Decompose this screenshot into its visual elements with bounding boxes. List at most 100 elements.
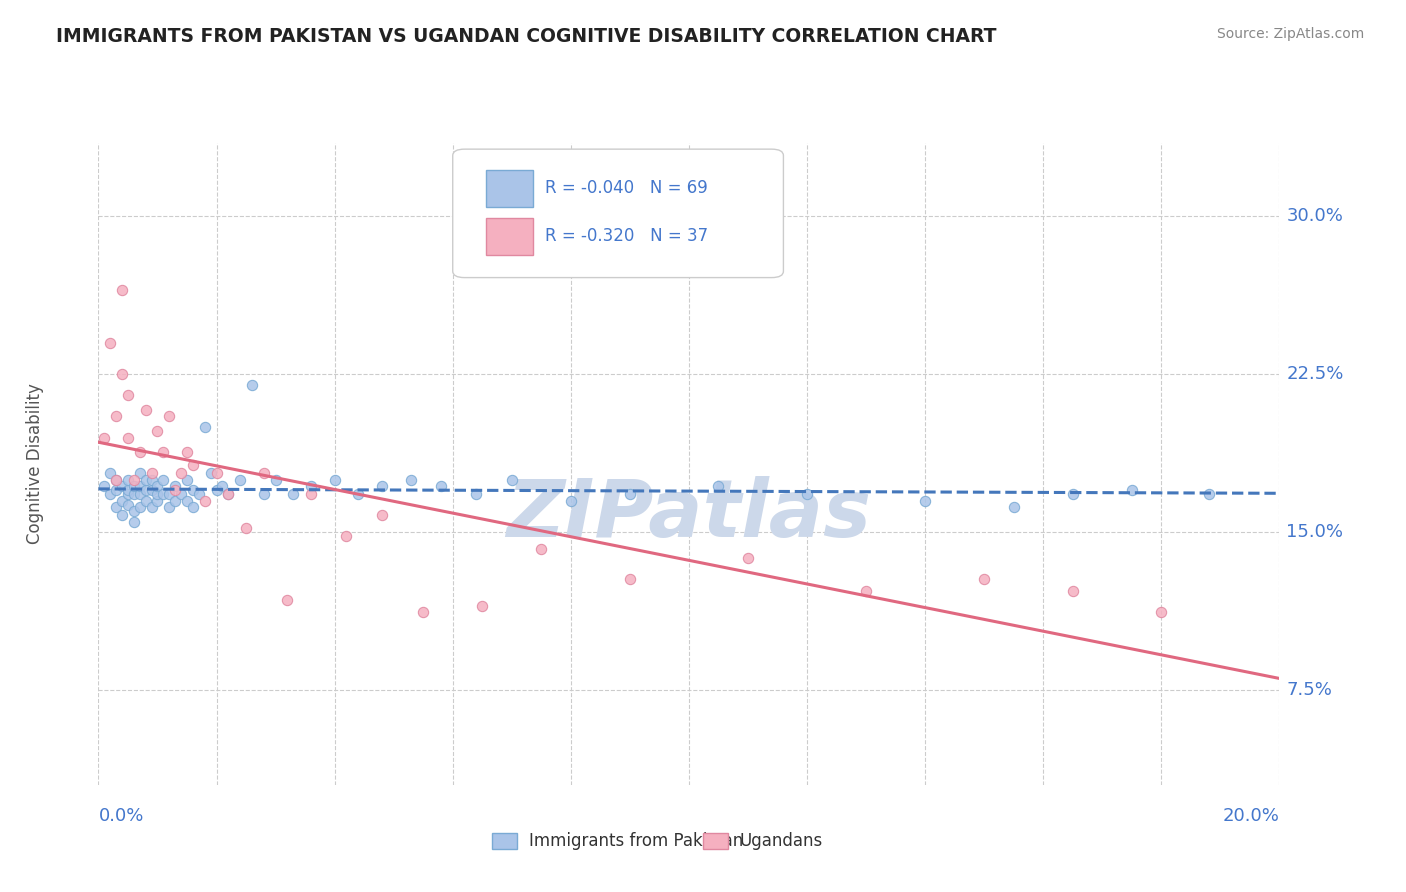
- Point: [176, 493, 198, 508]
- Point: [128, 500, 150, 514]
- Point: [1062, 487, 1084, 501]
- Point: [1062, 584, 1084, 599]
- Point: [181, 500, 204, 514]
- Point: [855, 584, 877, 599]
- Point: [430, 479, 453, 493]
- Point: [128, 445, 150, 459]
- Point: [240, 377, 263, 392]
- Text: 20.0%: 20.0%: [1223, 807, 1279, 825]
- Text: Immigrants from Pakistan: Immigrants from Pakistan: [529, 832, 742, 850]
- Point: [165, 479, 187, 493]
- Point: [707, 479, 730, 493]
- Point: [141, 467, 163, 481]
- Point: [371, 508, 394, 523]
- Point: [152, 487, 174, 501]
- Point: [135, 483, 157, 498]
- Point: [135, 473, 157, 487]
- Point: [471, 599, 494, 613]
- Point: [412, 605, 434, 619]
- Point: [1198, 487, 1220, 501]
- Point: [157, 409, 180, 424]
- Point: [1150, 605, 1173, 619]
- Point: [211, 479, 233, 493]
- Point: [111, 479, 134, 493]
- Point: [135, 403, 157, 417]
- Point: [253, 487, 276, 501]
- Point: [93, 479, 115, 493]
- Point: [128, 479, 150, 493]
- Point: [105, 483, 128, 498]
- Point: [122, 487, 145, 501]
- Point: [111, 283, 134, 297]
- Point: [465, 487, 488, 501]
- Point: [176, 445, 198, 459]
- Point: [146, 424, 169, 438]
- Point: [111, 493, 134, 508]
- Point: [105, 473, 128, 487]
- Point: [128, 467, 150, 481]
- Text: IMMIGRANTS FROM PAKISTAN VS UGANDAN COGNITIVE DISABILITY CORRELATION CHART: IMMIGRANTS FROM PAKISTAN VS UGANDAN COGN…: [56, 27, 997, 45]
- Point: [796, 487, 818, 501]
- FancyBboxPatch shape: [453, 149, 783, 277]
- Point: [253, 467, 276, 481]
- Point: [117, 498, 139, 512]
- Point: [176, 473, 198, 487]
- Point: [98, 335, 121, 350]
- Point: [105, 500, 128, 514]
- Text: 0.0%: 0.0%: [98, 807, 143, 825]
- FancyBboxPatch shape: [486, 169, 533, 207]
- Text: ZIPatlas: ZIPatlas: [506, 476, 872, 554]
- Point: [1002, 500, 1025, 514]
- Point: [560, 493, 582, 508]
- Point: [530, 542, 553, 557]
- Point: [111, 508, 134, 523]
- Point: [181, 458, 204, 472]
- Point: [737, 550, 759, 565]
- Point: [299, 479, 322, 493]
- Point: [105, 473, 128, 487]
- Point: [619, 487, 641, 501]
- Point: [141, 500, 163, 514]
- Text: 22.5%: 22.5%: [1286, 366, 1344, 384]
- Point: [194, 493, 217, 508]
- Point: [371, 479, 394, 493]
- Point: [117, 483, 139, 498]
- Point: [299, 487, 322, 501]
- Point: [323, 473, 346, 487]
- Point: [98, 467, 121, 481]
- Text: Source: ZipAtlas.com: Source: ZipAtlas.com: [1216, 27, 1364, 41]
- Point: [165, 493, 187, 508]
- Point: [135, 493, 157, 508]
- Text: Ugandans: Ugandans: [740, 832, 823, 850]
- Point: [619, 572, 641, 586]
- Point: [401, 473, 423, 487]
- Point: [141, 473, 163, 487]
- Point: [194, 420, 217, 434]
- Text: R = -0.320   N = 37: R = -0.320 N = 37: [546, 227, 709, 245]
- Point: [264, 473, 287, 487]
- Point: [152, 445, 174, 459]
- Text: Cognitive Disability: Cognitive Disability: [27, 384, 44, 544]
- Point: [165, 483, 187, 498]
- Point: [117, 473, 139, 487]
- Point: [217, 487, 239, 501]
- Point: [157, 500, 180, 514]
- Point: [122, 515, 145, 529]
- Point: [229, 473, 252, 487]
- Text: R = -0.040   N = 69: R = -0.040 N = 69: [546, 179, 707, 197]
- Point: [347, 487, 370, 501]
- Point: [146, 487, 169, 501]
- Point: [1121, 483, 1143, 498]
- Point: [93, 430, 115, 444]
- Point: [283, 487, 305, 501]
- Point: [217, 487, 239, 501]
- Point: [187, 487, 209, 501]
- Point: [335, 529, 357, 543]
- Point: [170, 487, 193, 501]
- Point: [117, 487, 139, 501]
- Text: 7.5%: 7.5%: [1286, 681, 1333, 699]
- Point: [235, 521, 257, 535]
- Point: [152, 473, 174, 487]
- Point: [122, 504, 145, 518]
- Point: [146, 493, 169, 508]
